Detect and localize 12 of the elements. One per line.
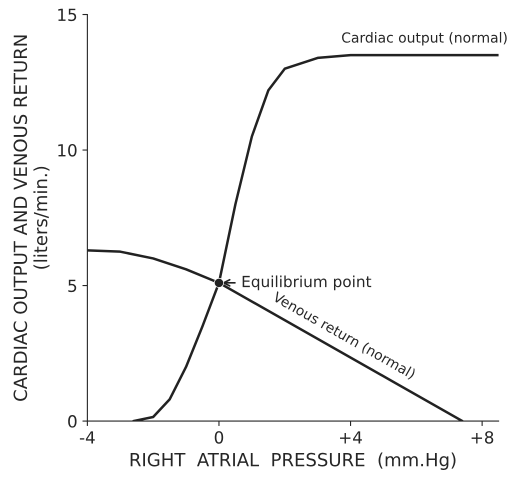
series-label: Cardiac output (normal) bbox=[342, 32, 507, 46]
x-axis-title: RIGHT ATRIAL PRESSURE (mm.Hg) bbox=[130, 452, 456, 470]
annotation: Equilibrium point bbox=[242, 275, 372, 290]
x-tick-label: +8 bbox=[472, 431, 494, 444]
y-tick-label: 10 bbox=[58, 144, 77, 157]
x-tick-label: -4 bbox=[80, 431, 95, 444]
x-tick-label: 0 bbox=[214, 431, 224, 444]
y-tick-label: 5 bbox=[68, 280, 76, 292]
y-tick-label: 0 bbox=[68, 415, 77, 428]
y-axis-title: CARDIAC OUTPUT AND VENOUS RETURN (liters/min.) bbox=[14, 36, 50, 401]
x-tick-label: +4 bbox=[340, 431, 362, 444]
y-tick-label: 15 bbox=[58, 8, 76, 22]
